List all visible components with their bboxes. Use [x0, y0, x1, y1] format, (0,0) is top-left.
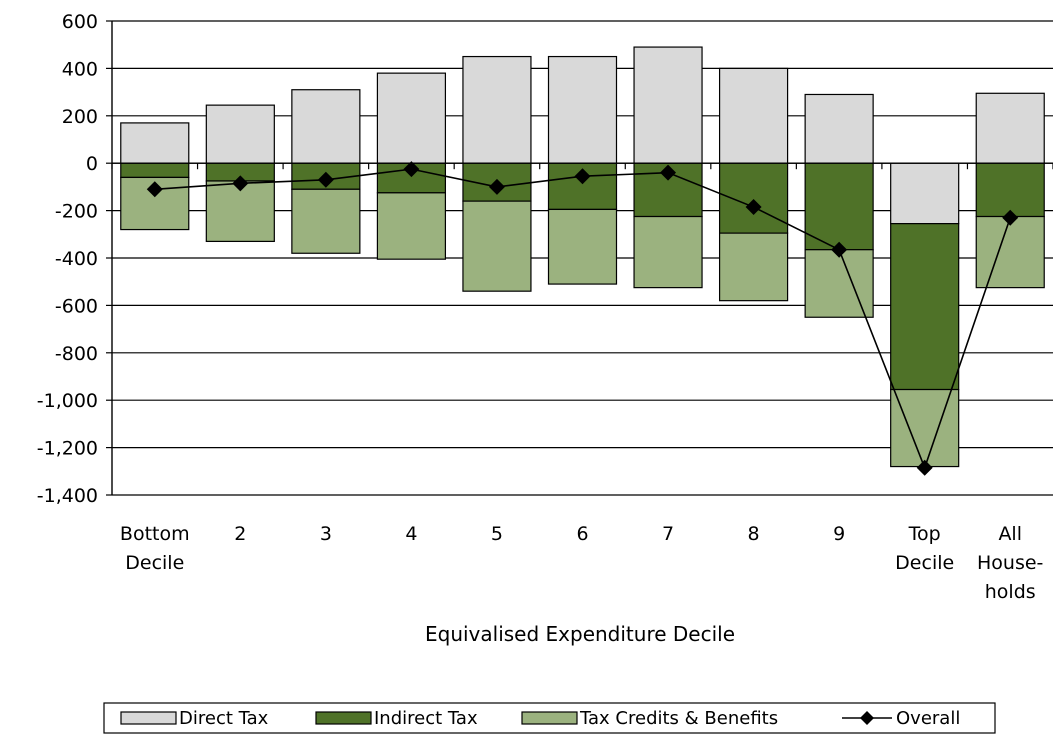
overall-point: [831, 241, 848, 258]
bar-indirect-tax: [120, 162, 190, 179]
bar-direct-tax: [376, 72, 447, 164]
legend-swatch: [315, 711, 372, 725]
x-tick-label: Decile: [895, 552, 954, 574]
bar-indirect-tax: [975, 162, 1045, 218]
x-tick-label: 2: [234, 523, 246, 545]
x-axis-title: Equivalised Expenditure Decile: [425, 622, 735, 646]
x-tick-labels: Bottom Decile 2 3 4 5 6 7 8 9 Top Decile All House-ho…: [120, 523, 1044, 603]
y-tick-labels: 600 400 200 0 -200 -400 -600 -800 -1,000 -1,200 -1…: [37, 11, 98, 507]
x-tick-label: Decile: [125, 552, 184, 574]
bar-tax-credits-benefits: [376, 192, 447, 260]
x-tick-label: 4: [405, 523, 417, 545]
bar-tax-credits-benefits: [291, 188, 361, 254]
y-tick-label: 600: [62, 11, 98, 33]
bar-tax-credits-benefits: [462, 200, 532, 292]
y-tick-label: -1,000: [37, 390, 98, 412]
bar-direct-tax: [462, 55, 532, 164]
overall-point: [488, 178, 505, 195]
bar-tax-credits-benefits: [633, 215, 703, 289]
overall-line: [146, 161, 1019, 476]
overall-point: [317, 171, 334, 188]
y-tick-label: 0: [86, 153, 98, 175]
bar-tax-credits-benefits: [890, 388, 960, 468]
legend-swatch: [521, 711, 578, 725]
legend-label: Tax Credits & Benefits: [579, 708, 778, 729]
bar-direct-tax: [547, 55, 618, 164]
overall-point: [146, 181, 163, 198]
bar-tax-credits-benefits: [804, 249, 874, 318]
legend: Direct Tax Indirect Tax Tax Credits & Bene…: [103, 702, 996, 734]
legend-marker: [860, 711, 874, 725]
bar-direct-tax: [718, 67, 789, 164]
overall-point: [1002, 209, 1019, 226]
y-tick-label: -800: [55, 343, 98, 365]
x-tick-label: Bottom: [120, 523, 190, 545]
x-tick-label: 3: [320, 523, 332, 545]
bar-indirect-tax: [804, 162, 874, 251]
bar-direct-tax: [291, 89, 361, 164]
overall-point: [574, 168, 591, 185]
x-tick-label: House-: [977, 552, 1043, 574]
overall-point: [403, 161, 420, 178]
y-tick-label: -200: [55, 201, 98, 223]
bar-direct-tax: [633, 46, 703, 164]
bar-tax-credits-benefits: [975, 215, 1045, 289]
x-tick-label: 5: [491, 523, 503, 545]
legend-swatch: [120, 711, 177, 725]
bar-indirect-tax: [890, 223, 960, 391]
overall-point: [916, 459, 933, 476]
x-tick-label: All: [998, 523, 1022, 545]
legend-label: Direct Tax: [179, 708, 269, 729]
bar-direct-tax: [975, 92, 1045, 164]
axes: [111, 21, 1053, 495]
y-tick-label: 200: [62, 106, 98, 128]
overall-point: [232, 175, 249, 192]
legend-label: Overall: [896, 708, 960, 729]
bar-tax-credits-benefits: [718, 232, 789, 302]
y-tick-label: -600: [55, 295, 98, 317]
bar-direct-tax: [804, 93, 874, 164]
x-tick-label: holds: [985, 581, 1036, 603]
overall-point: [745, 199, 762, 216]
legend-label: Indirect Tax: [374, 708, 478, 729]
bar-direct-tax: [120, 122, 190, 164]
x-tick-label: 9: [833, 523, 845, 545]
y-tick-label: 400: [62, 58, 98, 80]
y-tick-label: -1,400: [37, 485, 98, 507]
x-tick-label: 6: [576, 523, 588, 545]
y-tick-label: -1,200: [37, 438, 98, 460]
x-tick-label: Top: [908, 523, 941, 545]
y-tick-label: -400: [55, 248, 98, 270]
x-tick-label: 7: [662, 523, 674, 545]
bar-direct-tax: [890, 162, 960, 225]
x-tick-label: 8: [748, 523, 760, 545]
bar-tax-credits-benefits: [547, 208, 618, 285]
bars: [120, 46, 1045, 468]
bar-direct-tax: [205, 104, 275, 164]
overall-point: [660, 164, 677, 181]
